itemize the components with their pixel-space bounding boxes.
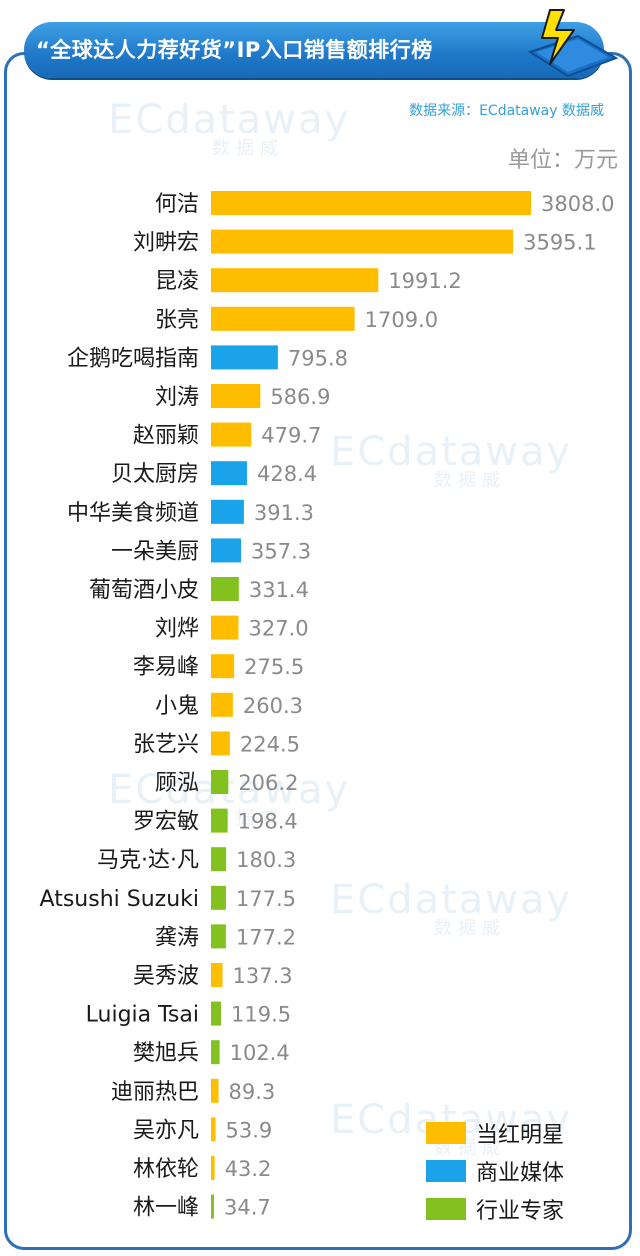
category-label: 一朵美厨 (111, 539, 199, 564)
legend-label: 当红明星 (476, 1123, 565, 1148)
bar (211, 885, 226, 910)
value-label: 275.5 (244, 655, 304, 679)
bar (211, 924, 226, 949)
value-label: 357.3 (251, 539, 311, 563)
category-label: 张亮 (155, 308, 199, 333)
legend-item-media: 商业媒体 (426, 1158, 565, 1186)
category-label: Atsushi Suzuki (40, 887, 199, 912)
category-label: 迪丽热巴 (111, 1080, 199, 1105)
bar (211, 1078, 219, 1103)
category-label: 企鹅吃喝指南 (67, 346, 199, 371)
category-label: 李易峰 (133, 655, 199, 680)
value-label: 3808.0 (541, 192, 614, 216)
bar (211, 268, 379, 293)
category-label: 马克·达·凡 (97, 848, 199, 873)
value-label: 34.7 (224, 1196, 271, 1220)
bar (211, 191, 531, 215)
value-label: 327.0 (248, 617, 308, 641)
legend-swatch-star (426, 1122, 466, 1144)
value-label: 1709.0 (365, 308, 438, 332)
value-label: 586.9 (270, 385, 330, 409)
bar (211, 692, 233, 717)
bar (211, 229, 514, 254)
value-label: 89.3 (229, 1080, 276, 1104)
category-label: 刘畊宏 (133, 231, 199, 256)
bar (211, 615, 239, 640)
value-label: 260.3 (243, 694, 303, 718)
value-label: 479.7 (261, 424, 321, 448)
bar (211, 345, 278, 370)
value-label: 119.5 (231, 1003, 291, 1027)
value-label: 795.8 (288, 346, 348, 370)
bar (211, 499, 244, 524)
category-label: 赵丽颖 (133, 424, 199, 449)
data-source: 数据来源：ECdataway 数据威 (409, 103, 604, 119)
value-label: 177.5 (236, 887, 296, 911)
bar (211, 422, 252, 447)
category-label: 小鬼 (155, 694, 199, 719)
category-label: 刘烨 (155, 617, 199, 642)
legend-item-star: 当红明星 (426, 1120, 565, 1148)
category-label: 刘涛 (155, 385, 199, 410)
value-label: 331.4 (249, 578, 309, 602)
title-banner (24, 22, 604, 78)
category-label: 昆凌 (155, 269, 199, 294)
bar (211, 963, 223, 987)
value-label: 391.3 (254, 501, 314, 525)
bar (211, 461, 247, 486)
category-label: 顾泓 (155, 771, 199, 796)
value-label: 206.2 (238, 771, 298, 795)
value-label: 137.3 (233, 964, 293, 988)
category-label: 林一峰 (133, 1196, 199, 1221)
bar (211, 384, 261, 408)
category-label: 何洁 (155, 192, 199, 217)
bar (211, 770, 229, 794)
category-label: 龚涛 (155, 925, 199, 950)
category-label: Luigia Tsai (86, 1003, 199, 1028)
category-label: 中华美食频道 (67, 501, 199, 526)
value-label: 428.4 (257, 462, 317, 486)
bar (211, 577, 239, 601)
legend-item-expert: 行业专家 (426, 1196, 565, 1224)
category-label: 张艺兴 (133, 732, 199, 757)
unit-label: 单位：万元 (507, 148, 618, 173)
legend-swatch-media (426, 1160, 466, 1182)
value-label: 177.2 (236, 925, 296, 949)
value-label: 102.4 (230, 1041, 290, 1065)
category-label: 罗宏敏 (133, 810, 199, 835)
bar (211, 1156, 215, 1180)
value-label: 3595.1 (523, 231, 596, 255)
bar (211, 847, 227, 872)
legend-swatch-expert (426, 1198, 466, 1220)
category-label: 吴亦凡 (133, 1118, 199, 1143)
value-label: 180.3 (236, 848, 296, 872)
chart-title: “全球达人力荐好货”IP入口销售额排行榜 (36, 38, 433, 62)
bar (211, 808, 228, 833)
lightning-logo-icon (527, 9, 619, 78)
value-label: 43.2 (225, 1157, 272, 1181)
bar (211, 538, 242, 563)
category-label: 吴秀波 (133, 964, 199, 989)
legend-label: 商业媒体 (476, 1161, 565, 1186)
legend-label: 行业专家 (476, 1199, 565, 1224)
bar (211, 1117, 216, 1142)
bar (211, 1001, 222, 1026)
bar (211, 654, 235, 679)
value-label: 224.5 (240, 732, 300, 756)
category-label: 林依轮 (133, 1157, 199, 1182)
value-label: 53.9 (226, 1118, 273, 1142)
value-label: 1991.2 (388, 269, 461, 293)
category-label: 樊旭兵 (133, 1041, 199, 1066)
bar (211, 1040, 220, 1065)
category-label: 葡萄酒小皮 (89, 578, 199, 603)
category-label: 贝太厨房 (111, 462, 199, 487)
bar (211, 731, 230, 756)
bar (211, 306, 355, 331)
value-label: 198.4 (238, 810, 298, 834)
bar (211, 1194, 214, 1219)
